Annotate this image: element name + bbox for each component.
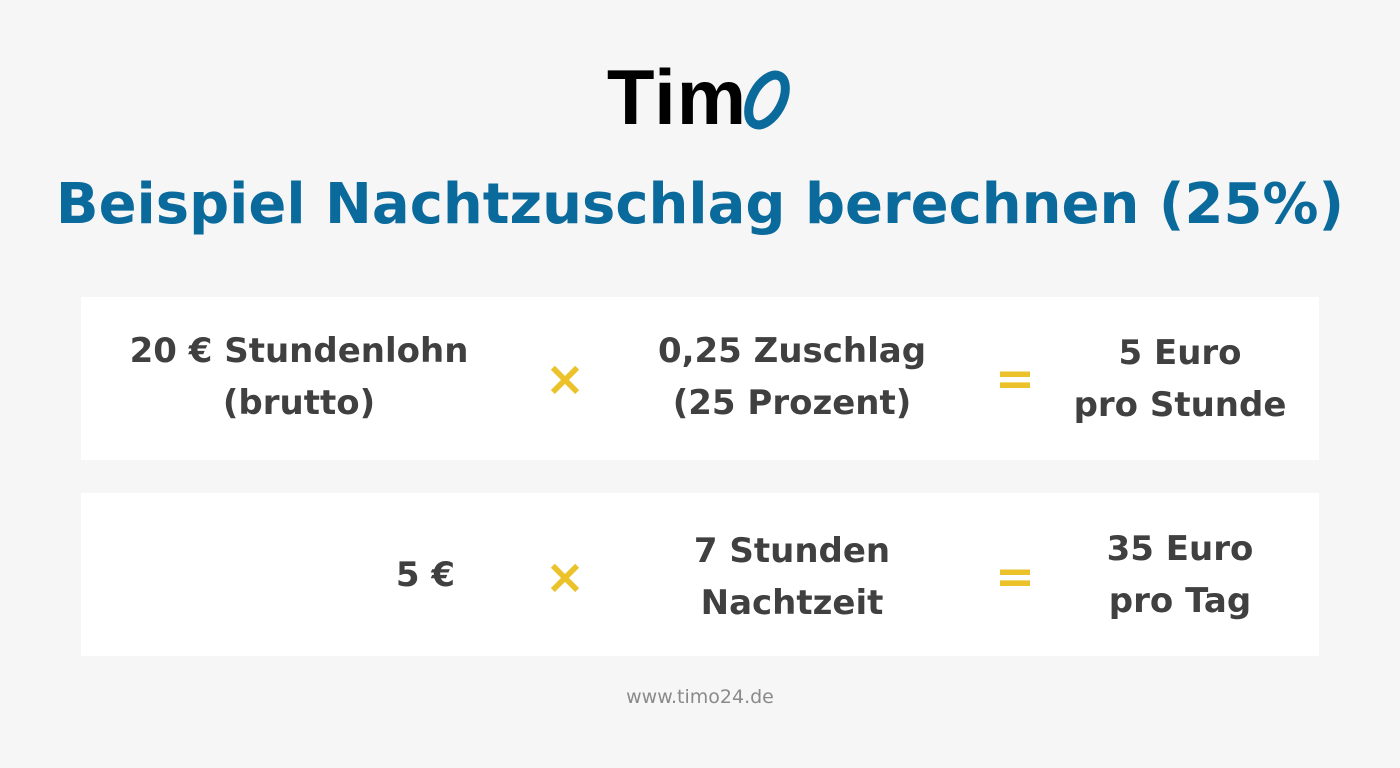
text-line: 5 Euro xyxy=(1118,333,1242,373)
text-line: (brutto) xyxy=(222,383,376,423)
night-hours: 7 Stunden Nachtzeit xyxy=(612,525,972,629)
hourly-wage: 20 € Stundenlohn (brutto) xyxy=(119,325,479,429)
calculation-row-2: 5 € × 7 Stunden Nachtzeit = 35 Euro pro … xyxy=(81,493,1319,656)
text-line: 5 € xyxy=(395,555,455,595)
calculation-row-1: 20 € Stundenlohn (brutto) × 0,25 Zuschla… xyxy=(81,297,1319,460)
page-title: Beispiel Nachtzuschlag berechnen (25%) xyxy=(55,172,1345,237)
equals-icon: = xyxy=(994,351,1036,407)
text-line: pro Stunde xyxy=(1073,385,1287,425)
multiply-icon: × xyxy=(544,549,586,605)
text-line: (25 Prozent) xyxy=(672,383,912,423)
text-line: Nachtzeit xyxy=(700,583,884,623)
timo-logo: Tim xyxy=(0,52,1400,141)
result-per-hour: 5 Euro pro Stunde xyxy=(1040,327,1320,431)
footer-url: www.timo24.de xyxy=(626,686,774,708)
text-line: 0,25 Zuschlag xyxy=(657,331,927,371)
result-per-day: 35 Euro pro Tag xyxy=(1040,523,1320,627)
logo-o-swoosh-icon xyxy=(744,70,790,129)
equals-icon: = xyxy=(994,549,1036,605)
text-line: 35 Euro xyxy=(1106,529,1254,569)
surcharge-per-hour: 5 € xyxy=(119,549,455,601)
text-line: 7 Stunden xyxy=(693,531,891,571)
logo-text: Tim xyxy=(606,53,748,141)
text-line: pro Tag xyxy=(1108,581,1252,621)
multiply-icon: × xyxy=(544,351,586,407)
surcharge-rate: 0,25 Zuschlag (25 Prozent) xyxy=(612,325,972,429)
text-line: 20 € Stundenlohn xyxy=(129,331,469,371)
